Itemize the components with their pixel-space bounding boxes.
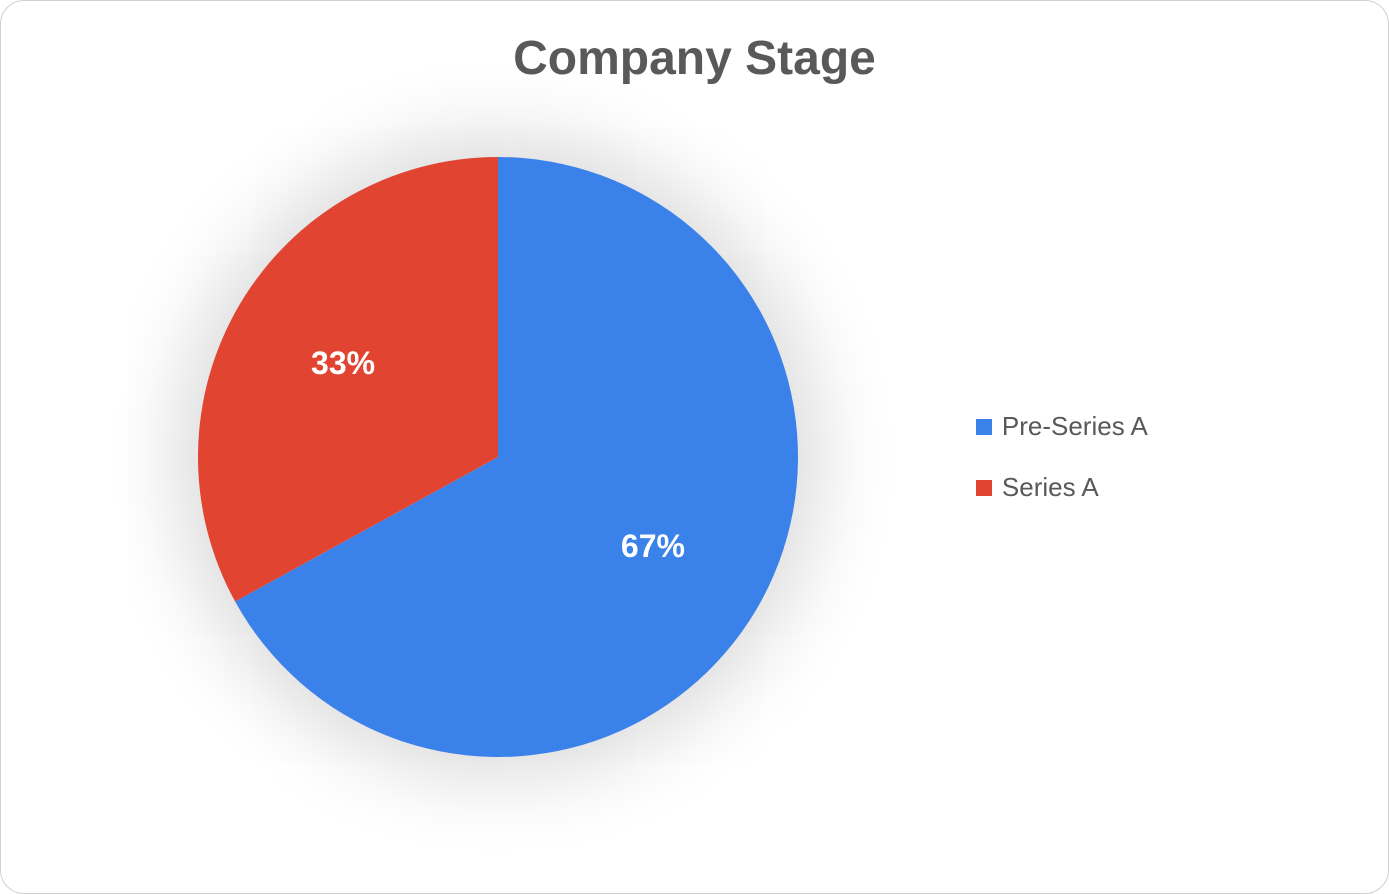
- chart-title: Company Stage: [41, 31, 1348, 86]
- pie-slice-label-0: 67%: [621, 528, 685, 564]
- legend: Pre-Series A Series A: [956, 411, 1348, 503]
- pie-area: 67% 33%: [41, 86, 956, 828]
- legend-label-1: Series A: [1002, 472, 1099, 503]
- legend-label-0: Pre-Series A: [1002, 411, 1148, 442]
- chart-card: Company Stage 67% 33% Pre-Series A Series …: [0, 0, 1389, 894]
- legend-item-1: Series A: [976, 472, 1348, 503]
- pie-slice-label-1: 33%: [311, 345, 375, 381]
- pie-svg: 67% 33%: [198, 157, 798, 757]
- legend-swatch-0: [976, 419, 992, 435]
- chart-body: 67% 33% Pre-Series A Series A: [41, 86, 1348, 828]
- legend-swatch-1: [976, 480, 992, 496]
- legend-item-0: Pre-Series A: [976, 411, 1348, 442]
